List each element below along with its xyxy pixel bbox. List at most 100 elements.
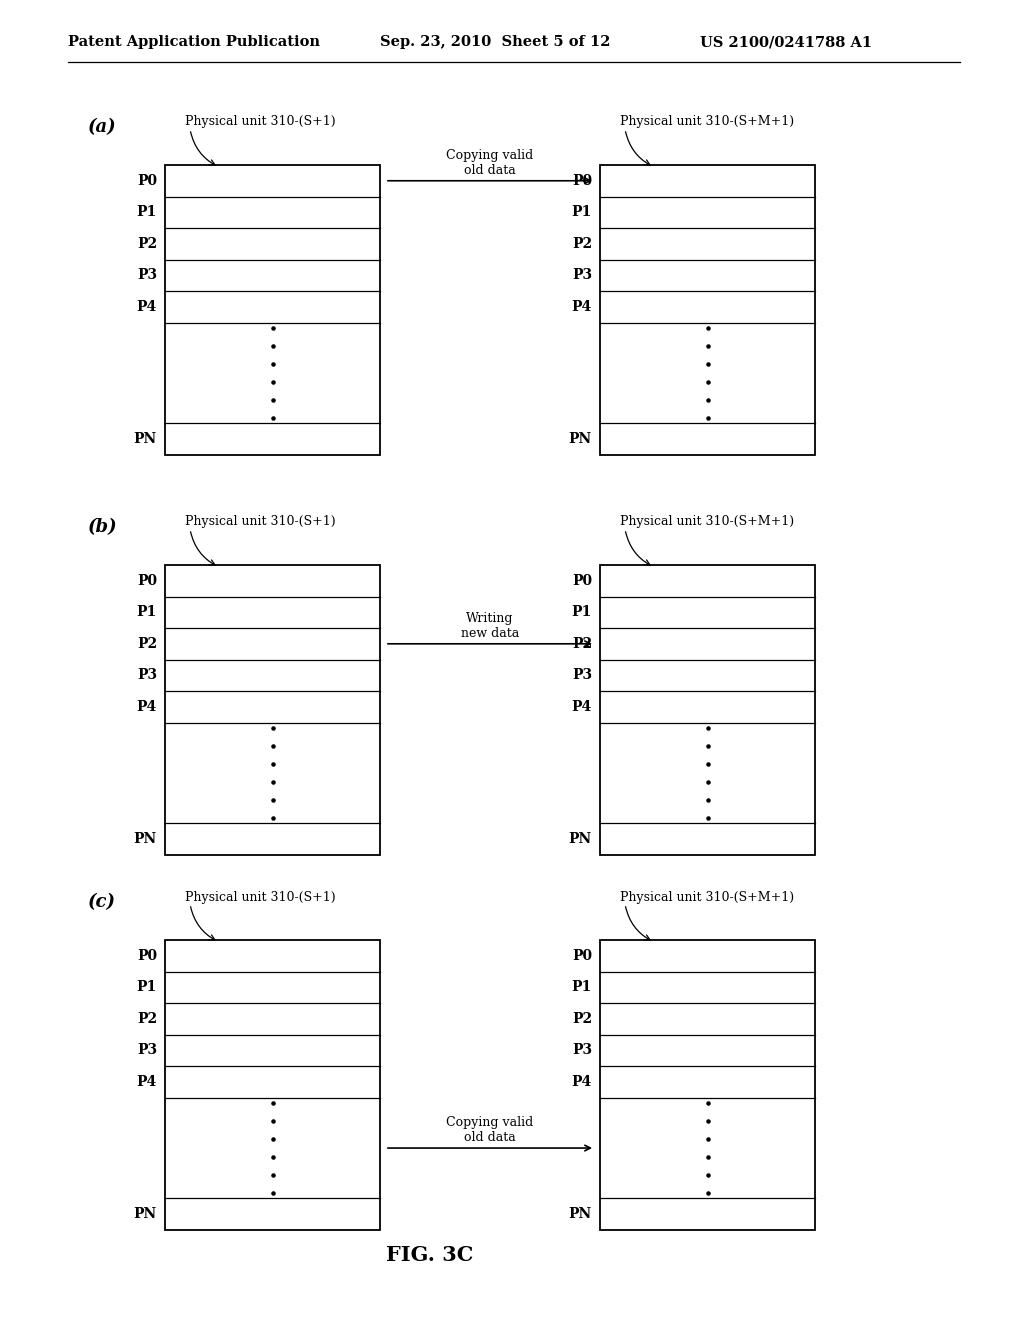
Bar	[600, 565, 815, 855]
Bar	[165, 424, 380, 455]
Text: US 2100/0241788 A1: US 2100/0241788 A1	[700, 36, 872, 49]
Bar	[165, 692, 380, 722]
Bar	[600, 165, 815, 197]
Bar	[165, 228, 380, 260]
Text: P0: P0	[571, 174, 592, 187]
Bar	[600, 597, 815, 628]
Bar	[600, 722, 815, 824]
Bar	[165, 940, 380, 1230]
Text: (a): (a)	[88, 117, 117, 136]
Text: Copying valid
old data: Copying valid old data	[446, 149, 534, 177]
Text: P1: P1	[571, 206, 592, 219]
Text: P1: P1	[571, 981, 592, 994]
Bar	[165, 165, 380, 197]
Text: P4: P4	[137, 1074, 157, 1089]
Bar	[165, 197, 380, 228]
Text: P2: P2	[137, 1012, 157, 1026]
Bar	[600, 197, 815, 228]
Text: Physical unit 310-(S+1): Physical unit 310-(S+1)	[185, 116, 336, 128]
Text: P2: P2	[571, 636, 592, 651]
Text: P2: P2	[137, 636, 157, 651]
Text: P0: P0	[571, 574, 592, 587]
Bar	[165, 972, 380, 1003]
Text: PN: PN	[134, 832, 157, 846]
Text: P1: P1	[571, 606, 592, 619]
Bar	[600, 228, 815, 260]
Text: P2: P2	[571, 1012, 592, 1026]
Bar	[165, 1035, 380, 1067]
Text: Patent Application Publication: Patent Application Publication	[68, 36, 319, 49]
Text: PN: PN	[568, 832, 592, 846]
Text: PN: PN	[568, 1208, 592, 1221]
Bar	[165, 1003, 380, 1035]
Bar	[600, 972, 815, 1003]
Text: P4: P4	[571, 1074, 592, 1089]
Bar	[165, 165, 380, 455]
Text: P0: P0	[137, 174, 157, 187]
Text: P1: P1	[137, 606, 157, 619]
Text: Sep. 23, 2010  Sheet 5 of 12: Sep. 23, 2010 Sheet 5 of 12	[380, 36, 610, 49]
Bar	[165, 1199, 380, 1230]
Bar	[600, 692, 815, 722]
Bar	[600, 1003, 815, 1035]
Text: P3: P3	[137, 668, 157, 682]
Bar	[600, 1035, 815, 1067]
Bar	[165, 628, 380, 660]
Text: P4: P4	[571, 700, 592, 714]
Text: P2: P2	[571, 236, 592, 251]
Text: Physical unit 310-(S+M+1): Physical unit 310-(S+M+1)	[620, 891, 795, 903]
Bar	[600, 322, 815, 424]
Text: P4: P4	[137, 700, 157, 714]
Text: (b): (b)	[88, 517, 118, 536]
Bar	[600, 940, 815, 1230]
Bar	[165, 1067, 380, 1098]
Text: P3: P3	[137, 268, 157, 282]
Bar	[165, 597, 380, 628]
Text: P0: P0	[137, 949, 157, 962]
Bar	[600, 824, 815, 855]
Text: Writing
new data: Writing new data	[461, 611, 519, 640]
Text: P3: P3	[137, 1043, 157, 1057]
Text: FIG. 3C: FIG. 3C	[386, 1245, 474, 1265]
Bar	[600, 165, 815, 455]
Bar	[600, 940, 815, 972]
Bar	[165, 260, 380, 292]
Text: Physical unit 310-(S+1): Physical unit 310-(S+1)	[185, 516, 336, 528]
Text: Physical unit 310-(S+1): Physical unit 310-(S+1)	[185, 891, 336, 903]
Bar	[165, 722, 380, 824]
Bar	[165, 322, 380, 424]
Bar	[600, 292, 815, 322]
Text: P0: P0	[571, 949, 592, 962]
Bar	[600, 260, 815, 292]
Text: Physical unit 310-(S+M+1): Physical unit 310-(S+M+1)	[620, 116, 795, 128]
Bar	[600, 1067, 815, 1098]
Text: P2: P2	[137, 236, 157, 251]
Bar	[600, 628, 815, 660]
Text: P1: P1	[137, 206, 157, 219]
Bar	[600, 1098, 815, 1199]
Bar	[165, 292, 380, 322]
Text: PN: PN	[134, 1208, 157, 1221]
Text: PN: PN	[134, 432, 157, 446]
Text: P3: P3	[571, 1043, 592, 1057]
Bar	[165, 940, 380, 972]
Text: P3: P3	[571, 668, 592, 682]
Text: P4: P4	[137, 300, 157, 314]
Bar	[165, 565, 380, 855]
Text: P3: P3	[571, 268, 592, 282]
Text: PN: PN	[568, 432, 592, 446]
Text: Physical unit 310-(S+M+1): Physical unit 310-(S+M+1)	[620, 516, 795, 528]
Bar	[165, 1098, 380, 1199]
Text: P1: P1	[137, 981, 157, 994]
Bar	[600, 1199, 815, 1230]
Text: P0: P0	[137, 574, 157, 587]
Text: Copying valid
old data: Copying valid old data	[446, 1115, 534, 1144]
Bar	[600, 565, 815, 597]
Bar	[165, 660, 380, 692]
Bar	[600, 660, 815, 692]
Bar	[600, 424, 815, 455]
Text: P4: P4	[571, 300, 592, 314]
Text: (c): (c)	[88, 894, 116, 911]
Bar	[165, 824, 380, 855]
Bar	[165, 565, 380, 597]
